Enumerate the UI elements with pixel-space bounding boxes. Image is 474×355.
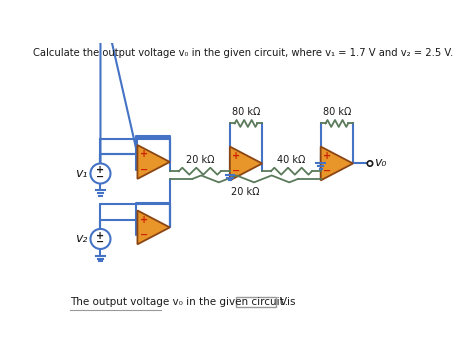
Text: −: − xyxy=(139,230,148,240)
Text: v₂: v₂ xyxy=(75,233,87,245)
Text: −: − xyxy=(232,166,240,176)
Text: 20 kΩ: 20 kΩ xyxy=(231,187,259,197)
Text: Calculate the output voltage v₀ in the given circuit, where v₁ = 1.7 V and v₂ = : Calculate the output voltage v₀ in the g… xyxy=(33,48,453,58)
Text: 20 kΩ: 20 kΩ xyxy=(185,155,214,165)
Text: v₀: v₀ xyxy=(374,156,387,169)
Circle shape xyxy=(91,229,110,249)
Polygon shape xyxy=(321,147,353,180)
Circle shape xyxy=(367,161,373,166)
Circle shape xyxy=(91,164,110,184)
Text: v₁: v₁ xyxy=(75,167,87,180)
Bar xyxy=(236,297,276,307)
Text: V.: V. xyxy=(280,297,289,307)
Text: +: + xyxy=(96,165,105,175)
Text: +: + xyxy=(232,151,240,161)
Polygon shape xyxy=(230,147,262,180)
Text: +: + xyxy=(96,231,105,241)
Text: +: + xyxy=(323,151,331,161)
Polygon shape xyxy=(137,145,170,179)
Text: −: − xyxy=(96,237,105,247)
Text: −: − xyxy=(323,166,331,176)
Text: −: − xyxy=(139,165,148,175)
Text: The output voltage v₀ in the given circuit is: The output voltage v₀ in the given circu… xyxy=(70,297,295,307)
Polygon shape xyxy=(137,211,170,244)
Text: 80 kΩ: 80 kΩ xyxy=(323,107,351,117)
Text: 80 kΩ: 80 kΩ xyxy=(232,107,260,117)
Text: −: − xyxy=(96,171,105,181)
Text: +: + xyxy=(139,149,148,159)
Text: 40 kΩ: 40 kΩ xyxy=(277,155,306,165)
Text: +: + xyxy=(139,215,148,225)
